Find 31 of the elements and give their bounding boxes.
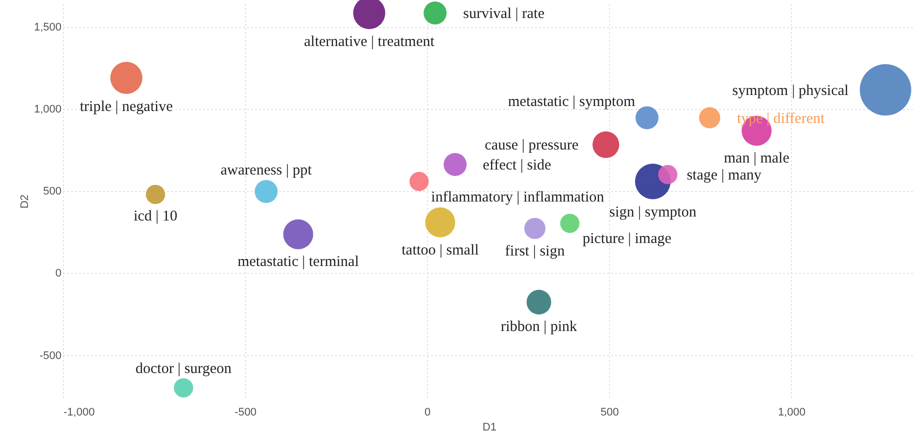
series-label: stage | many	[686, 168, 762, 184]
series-label: tattoo | small	[402, 242, 479, 258]
series-label: picture | image	[582, 231, 672, 248]
series-label: metastatic | terminal	[238, 254, 359, 270]
y-tick-label: 1,000	[34, 104, 62, 116]
x-tick-label: 500	[600, 406, 619, 418]
x-tick-label: 0	[424, 406, 431, 418]
y-tick-label: 1,500	[34, 21, 62, 34]
series-label: icd | 10	[134, 208, 178, 224]
y-tick-label: 500	[43, 186, 62, 198]
y-tick-label: 0	[55, 268, 62, 280]
series-label: effect | side	[482, 158, 552, 174]
series-label: man | male	[724, 150, 790, 167]
series-label: triple | negative	[80, 98, 174, 115]
x-tick-label: -1,000	[64, 406, 95, 418]
series-label: awareness | ppt	[220, 162, 313, 179]
series-label: alternative | treatment	[304, 34, 436, 50]
series-label: cause | pressure	[484, 138, 579, 154]
x-axis-title: D1	[482, 422, 497, 434]
series-label: first | sign	[505, 243, 566, 260]
series-label: symptom | physical	[732, 82, 849, 99]
series-label: ribbon | pink	[500, 319, 578, 336]
x-tick-label: -500	[234, 406, 257, 418]
y-axis-title: D2	[18, 194, 31, 209]
y-tick-label: -500	[39, 350, 62, 362]
series-label: inflammatory | inflammation	[431, 189, 605, 206]
x-tick-label: 1,000	[778, 406, 806, 418]
series-label: survival | rate	[463, 6, 545, 22]
series-label: sign | sympton	[609, 204, 697, 221]
series-label: doctor | surgeon	[135, 360, 232, 377]
series-label: metastatic | symptom	[508, 94, 636, 110]
